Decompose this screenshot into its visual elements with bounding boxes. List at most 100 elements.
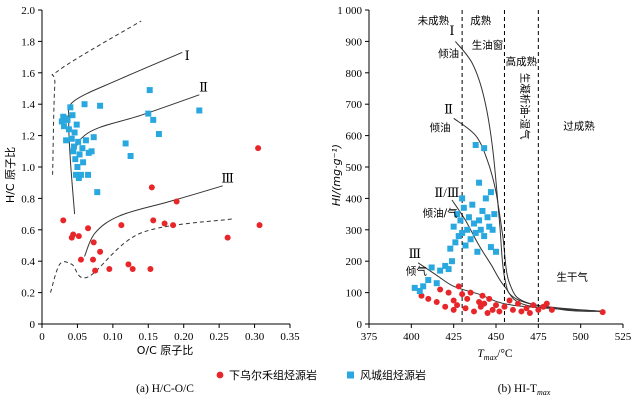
- b-x-tick-label: 425: [445, 331, 462, 343]
- a-point-blue: [73, 121, 80, 128]
- chart-a-caption: (a) H/C-O/C: [136, 383, 194, 395]
- b-annotation: Ⅰ: [449, 23, 454, 38]
- b-point-red: [454, 302, 461, 309]
- b-point-blue: [491, 211, 498, 218]
- chart-a-ylabel: H/C 原子比: [4, 147, 17, 203]
- b-point-blue: [425, 277, 432, 284]
- b-x-tick-label: 450: [488, 331, 505, 343]
- b-point-blue: [486, 223, 493, 230]
- a-point-blue: [60, 123, 67, 130]
- b-point-red: [496, 308, 503, 315]
- b-point-blue: [428, 264, 435, 271]
- a-point-red: [255, 145, 262, 152]
- a-point-blue: [76, 151, 83, 158]
- b-point-blue: [416, 288, 423, 295]
- b-point-blue: [445, 266, 452, 273]
- a-point-red: [118, 222, 125, 229]
- b-curve: [453, 117, 603, 312]
- b-point-blue: [489, 226, 496, 233]
- b-point-red: [486, 295, 493, 302]
- b-point-red: [450, 297, 457, 304]
- a-point-red: [129, 266, 136, 273]
- b-point-blue: [454, 211, 461, 218]
- b-point-blue: [462, 242, 469, 249]
- a-point-blue: [67, 104, 74, 111]
- b-curve: [451, 199, 603, 312]
- b-point-blue: [476, 179, 483, 186]
- a-x-tick-label: 0.35: [280, 331, 300, 343]
- a-x-tick-label: 0.30: [245, 331, 265, 343]
- a-point-blue: [88, 148, 95, 155]
- a-x-tick-label: 0.10: [103, 331, 123, 343]
- legend: 下乌尔禾组烃源岩 风城组烃源岩: [216, 368, 426, 382]
- b-point-blue: [479, 207, 486, 214]
- a-point-red: [170, 222, 177, 229]
- a-point-blue: [90, 134, 97, 141]
- a-point-red: [148, 184, 155, 191]
- b-point-red: [425, 295, 432, 302]
- b-annotation: Ⅱ/Ⅲ: [434, 185, 459, 200]
- chart-a-axes: 0 0.05 0.10 0.15 0.20 0.25 0.30 0.35 0 0.2 0.4 0.6 0…: [21, 5, 300, 343]
- b-annotation: 倾油: [438, 47, 459, 60]
- b-point-red: [489, 306, 496, 313]
- a-point-red: [97, 248, 104, 255]
- b-annotation: 生干气: [556, 271, 588, 284]
- b-curve: [455, 41, 603, 312]
- b-point-red: [526, 310, 533, 317]
- b-vertical-label: 生凝析油-湿气: [518, 73, 531, 140]
- a-y-tick-label: 2.0: [21, 5, 35, 17]
- a-point-blue: [94, 189, 101, 196]
- a-point-blue: [80, 159, 87, 166]
- a-point-blue: [97, 102, 104, 109]
- a-point-red: [224, 234, 231, 241]
- b-point-blue: [472, 229, 479, 236]
- b-y-tick-label: 600: [346, 131, 363, 143]
- a-point-red: [92, 267, 99, 274]
- a-point-blue: [77, 171, 84, 178]
- a-point-red: [173, 198, 180, 205]
- a-y-tick-label: 1.2: [21, 131, 35, 143]
- b-point-blue: [467, 236, 474, 243]
- a-point-blue: [75, 138, 82, 145]
- b-point-red: [445, 289, 452, 296]
- chart-b-xlabel-main: T: [477, 348, 485, 360]
- b-point-blue: [452, 239, 459, 246]
- a-curve: [51, 20, 142, 175]
- b-point-red: [543, 300, 550, 307]
- chart-b-xlabel: Tmax/°C: [477, 348, 513, 362]
- a-point-blue: [82, 137, 89, 144]
- chart-b-points: [411, 142, 606, 317]
- chart-b-ylabel: HI/(mg·g⁻¹): [330, 144, 343, 206]
- legend-label-1: 风城组烃源岩: [360, 368, 426, 382]
- b-y-tick-label: 700: [346, 99, 363, 111]
- b-point-red: [484, 310, 491, 317]
- b-annotation: 倾气: [406, 264, 427, 277]
- b-point-blue: [442, 262, 449, 269]
- a-x-tick-label: 0.15: [139, 331, 159, 343]
- b-point-red: [509, 306, 516, 313]
- a-point-red: [77, 256, 84, 263]
- b-point-blue: [493, 248, 499, 255]
- a-x-tick-label: 0.25: [210, 331, 230, 343]
- b-point-blue: [447, 245, 454, 252]
- b-point-blue: [487, 189, 494, 196]
- a-annotation: Ⅱ: [199, 80, 208, 95]
- a-point-red: [75, 233, 82, 240]
- b-point-blue: [481, 145, 488, 152]
- chart-b-xlabel-tail: /°C: [497, 348, 513, 360]
- b-point-blue: [474, 248, 481, 255]
- a-curve: [84, 185, 223, 257]
- b-point-red: [433, 299, 440, 306]
- a-y-tick-label: 1.8: [21, 36, 35, 48]
- b-point-red: [493, 302, 499, 309]
- a-point-blue: [71, 129, 78, 136]
- b-zone-label: 未成熟: [418, 14, 450, 27]
- chart-b-caption-main: (b) HI-T: [498, 383, 537, 395]
- a-point-blue: [70, 143, 77, 150]
- b-point-red: [418, 292, 425, 299]
- chart-a: 0 0.05 0.10 0.15 0.20 0.25 0.30 0.35 0 0.2 0.4 0.6 0…: [4, 5, 300, 395]
- b-point-red: [530, 302, 537, 309]
- a-point-blue: [69, 112, 76, 119]
- b-point-red: [464, 295, 471, 302]
